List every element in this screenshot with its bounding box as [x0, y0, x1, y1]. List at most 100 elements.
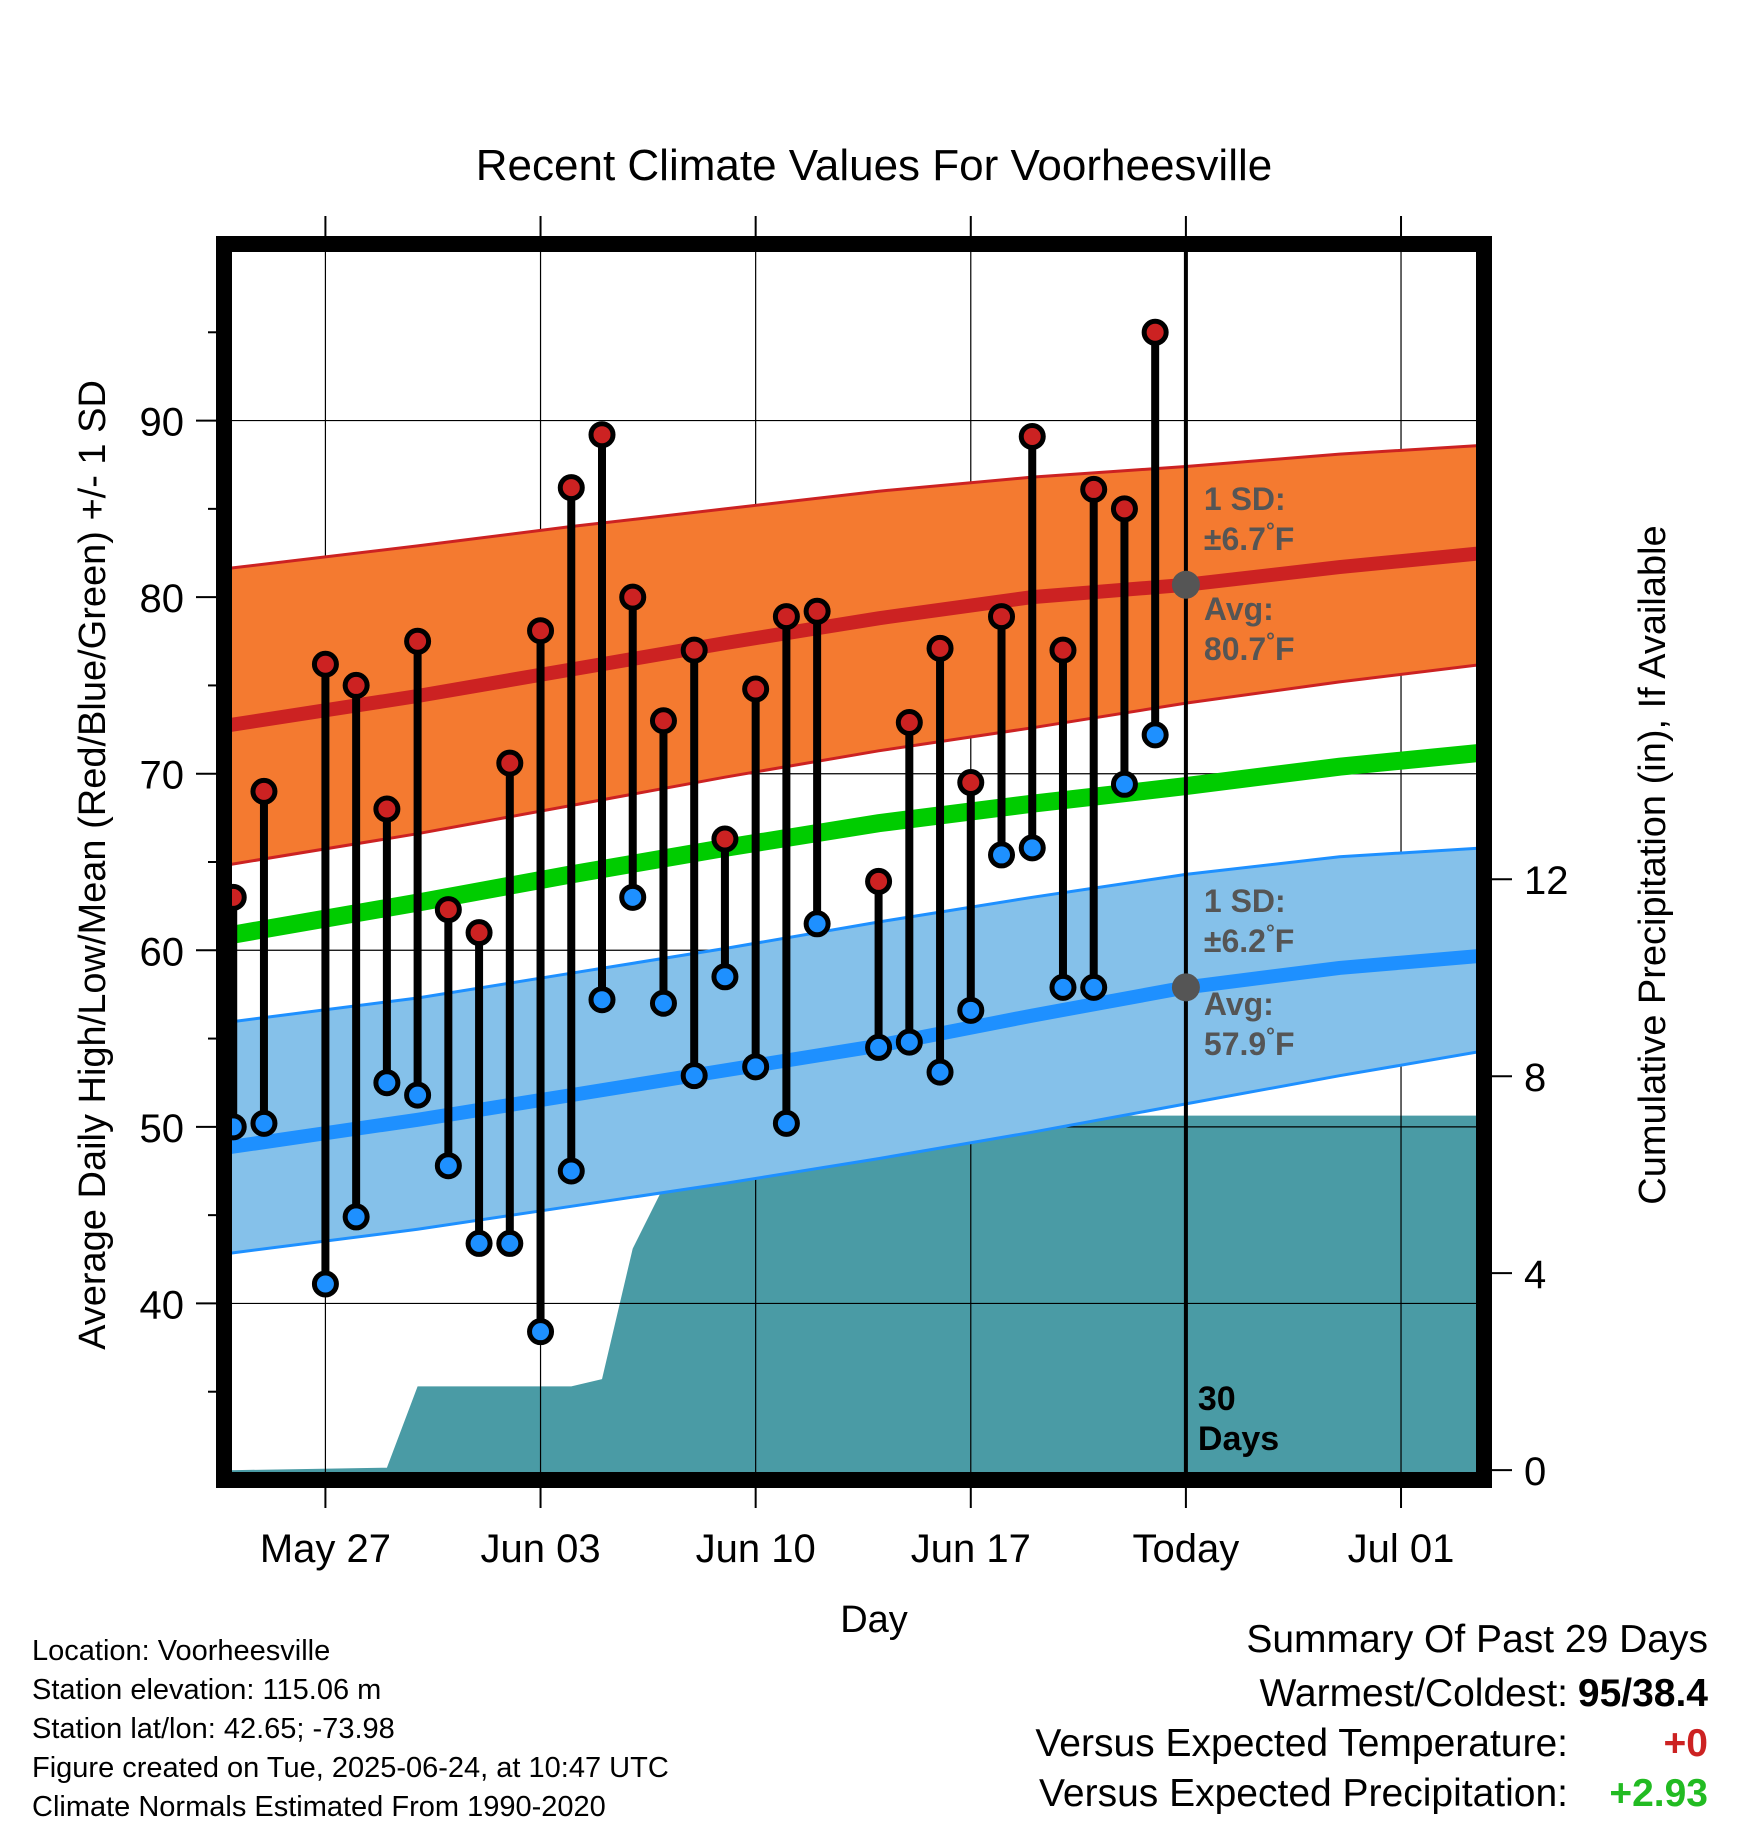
daily-high-point [957, 769, 985, 797]
daily-low-point [1141, 721, 1169, 749]
summary-warm-cold: Warmest/Coldest: 95/38.4 [808, 1672, 1708, 1720]
daily-low-point [250, 1109, 278, 1137]
y-axis-right-title: Cumulative Precipitation (in), If Availa… [1632, 525, 1674, 1204]
temp-label: Versus Expected Temperature: [1035, 1722, 1568, 1765]
low-sd-annotation-degree: ° [1266, 920, 1275, 945]
daily-high-point [865, 867, 893, 895]
precipitation-area [230, 1115, 1484, 1480]
daily-high-point [1110, 495, 1138, 523]
low-avg-annotation-degree: ° [1266, 1023, 1275, 1048]
daily-low-point [588, 986, 616, 1014]
low-sd-annotation-line1: 1 SD: [1204, 883, 1286, 919]
daily-low-point [342, 1203, 370, 1231]
low-sd-annotation-value: ±6.2 [1204, 923, 1266, 959]
days-window-label: 30 Days [1198, 1380, 1279, 1458]
daily-low-point [680, 1062, 708, 1090]
daily-high-point [926, 634, 954, 662]
x-tick-label: Jun 17 [911, 1527, 1031, 1571]
x-tick-label: Jun 03 [480, 1527, 600, 1571]
daily-low-point [1080, 973, 1108, 1001]
y-right-tick-label: 4 [1524, 1253, 1546, 1297]
y-left-tick-label: 50 [140, 1107, 185, 1151]
daily-high-point [711, 825, 739, 853]
x-tick-label: May 27 [260, 1527, 391, 1571]
precip-label: Versus Expected Precipitation: [1039, 1772, 1568, 1815]
high-avg-annotation-value: 80.7 [1204, 631, 1266, 667]
info-elevation: Station elevation: 115.06 m [32, 1674, 382, 1706]
daily-high-point [1080, 475, 1108, 503]
daily-high-point [680, 636, 708, 664]
x-tick-label: Jul 01 [1348, 1527, 1455, 1571]
daily-high-point [803, 597, 831, 625]
summary-title: Summary Of Past 29 Days [1246, 1618, 1708, 1661]
high-sd-annotation-line1: 1 SD: [1204, 481, 1286, 517]
daily-low-point [1049, 973, 1077, 1001]
temp-value: +0 [1663, 1722, 1708, 1765]
daily-high-point [619, 583, 647, 611]
y-right-tick-label: 8 [1524, 1056, 1546, 1100]
daily-high-point [250, 777, 278, 805]
info-created: Figure created on Tue, 2025-06-24, at 10… [32, 1752, 669, 1784]
precip-value: +2.93 [1609, 1772, 1708, 1815]
warm-cold-value: 95/38.4 [1577, 1672, 1708, 1715]
y-left-tick-label: 90 [140, 401, 185, 445]
daily-low-point [742, 1053, 770, 1081]
info-latlon: Station lat/lon: 42.65; -73.98 [32, 1713, 395, 1745]
x-axis-title: Day [840, 1599, 908, 1641]
daily-low-point [496, 1229, 524, 1257]
high-sd-annotation-value: ±6.7 [1204, 521, 1266, 557]
today-low-avg-marker [1171, 973, 1200, 1002]
daily-low-point [895, 1028, 923, 1056]
y-axis-left-title: Average Daily High/Low/Mean (Red/Blue/Gr… [72, 380, 114, 1350]
daily-low-point [1018, 834, 1046, 862]
daily-low-point [865, 1033, 893, 1061]
daily-low-point [557, 1157, 585, 1185]
high-avg-annotation: Avg: 80.7°F [1204, 591, 1295, 667]
daily-low-point [988, 841, 1016, 869]
low-avg-annotation: Avg: 57.9°F [1204, 986, 1295, 1062]
low-avg-annotation-unit: F [1275, 1026, 1295, 1062]
summary-temperature: Versus Expected Temperature: +0 [808, 1722, 1708, 1770]
daily-high-point [1049, 636, 1077, 664]
avg-mean-line [224, 743, 1484, 946]
info-normals: Climate Normals Estimated From 1990-2020 [32, 1791, 606, 1823]
daily-low-point [957, 996, 985, 1024]
daily-low-point [373, 1069, 401, 1097]
low-sd-lower-line [224, 1049, 1484, 1256]
high-sd-upper-line [224, 443, 1484, 571]
daily-high-point [649, 707, 677, 735]
daily-high-point [1141, 318, 1169, 346]
daily-high-point [342, 671, 370, 699]
low-sd-annotation-unit: F [1275, 923, 1295, 959]
daily-low-point [434, 1152, 462, 1180]
daily-high-point [527, 617, 555, 645]
high-sd-annotation-degree: ° [1266, 518, 1275, 543]
daily-high-point [588, 421, 616, 449]
high-avg-annotation-degree: ° [1266, 628, 1275, 653]
info-location: Location: Voorheesville [32, 1635, 331, 1667]
high-avg-annotation-unit: F [1275, 631, 1295, 667]
high-sd-annotation: 1 SD: ±6.7°F [1204, 481, 1294, 557]
daily-high-point [988, 603, 1016, 631]
days-window-number: 30 [1198, 1380, 1236, 1418]
daily-low-point [527, 1318, 555, 1346]
daily-low-point [772, 1109, 800, 1137]
daily-high-point [557, 474, 585, 502]
y-left-tick-label: 40 [140, 1283, 185, 1327]
daily-high-point [373, 795, 401, 823]
high-sd-band [224, 445, 1484, 866]
daily-low-point [803, 910, 831, 938]
daily-low-point [404, 1081, 432, 1109]
y-left-tick-label: 60 [140, 930, 185, 974]
summary-precipitation: Versus Expected Precipitation: +2.93 [808, 1772, 1708, 1820]
daily-high-point [434, 896, 462, 924]
y-right-tick-label: 12 [1524, 859, 1569, 903]
daily-high-point [742, 675, 770, 703]
y-right-tick-label: 0 [1524, 1450, 1546, 1494]
low-avg-annotation-value: 57.9 [1204, 1026, 1266, 1062]
station-info: Location: Voorheesville Station elevatio… [32, 1632, 669, 1827]
daily-low-point [311, 1270, 339, 1298]
daily-high-point [772, 603, 800, 631]
daily-low-point [711, 963, 739, 991]
y-left-tick-label: 70 [140, 754, 185, 798]
